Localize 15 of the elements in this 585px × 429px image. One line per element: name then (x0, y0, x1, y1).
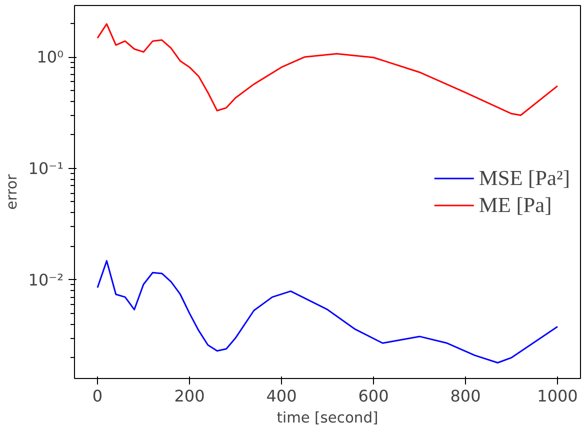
legend-label: MSE [Pa²] (478, 166, 570, 190)
y-tick-label: 10⁰ (36, 48, 64, 67)
x-tick-label: 800 (450, 386, 481, 406)
y-axis-title: error (3, 173, 20, 210)
legend-label: ME [Pa] (478, 192, 552, 218)
y-tick-label: 10⁻¹ (28, 158, 64, 178)
x-tick-label: 1000 (537, 386, 578, 406)
x-axis-title: time [second] (276, 410, 378, 426)
x-tick-label: 600 (358, 386, 389, 406)
y-tick-label: 10⁻² (28, 270, 64, 290)
x-tick-label: 0 (92, 386, 103, 406)
line-series (96, 260, 558, 364)
line-series (96, 23, 558, 116)
x-tick-label: 200 (174, 386, 205, 406)
x-tick-label: 400 (266, 386, 297, 406)
